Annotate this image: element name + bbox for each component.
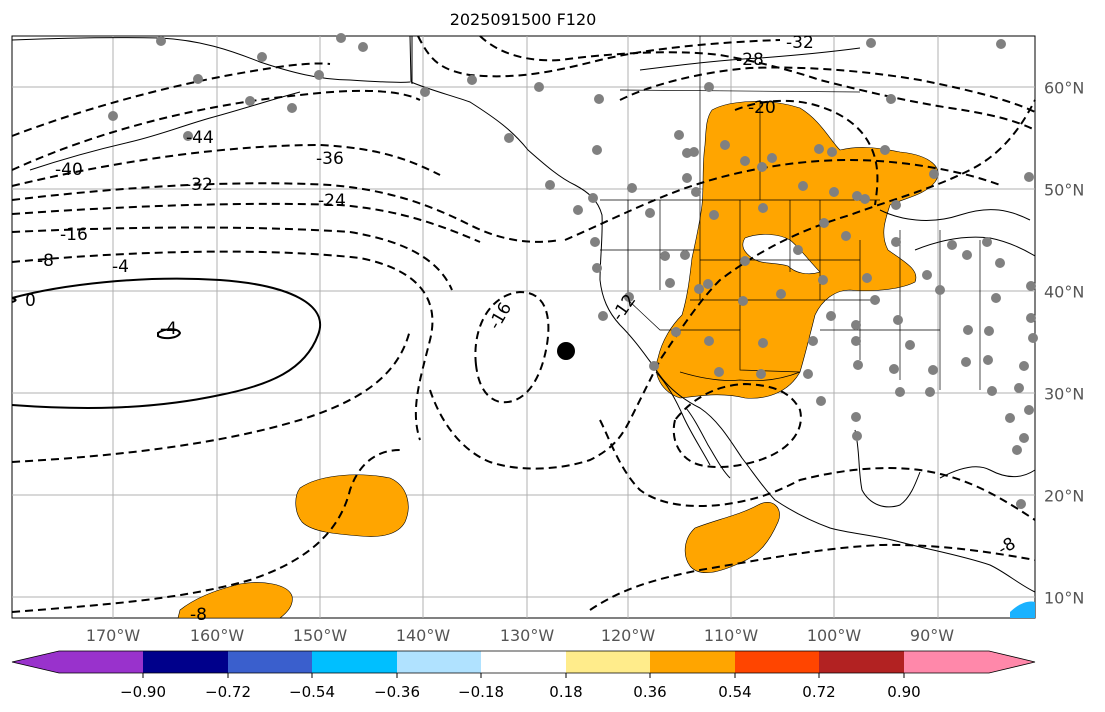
longitude-label: 140°W	[395, 626, 451, 645]
longitude-label: 170°W	[85, 626, 141, 645]
map-frame	[11, 35, 1036, 619]
colorbar-tick-label: −0.72	[205, 683, 251, 701]
colorbar-segment	[12, 651, 59, 673]
map-title: 2025091500 F120	[449, 10, 597, 29]
negative-anomaly-region	[1010, 601, 1035, 618]
longitude-label: 120°W	[600, 626, 656, 645]
zero-contour	[11, 277, 321, 409]
colorbar-tick-label: 0.18	[549, 683, 583, 701]
contour-label: -4	[112, 257, 129, 277]
longitude-label: 160°W	[189, 626, 245, 645]
contour-label: 0	[25, 291, 36, 311]
latitude-label: 50°N	[1044, 180, 1085, 200]
contour-label: -20	[748, 98, 776, 118]
station-markers	[108, 33, 1038, 509]
contour-label: -8	[37, 251, 54, 271]
longitude-label: 90°W	[909, 626, 955, 645]
colorbar-tick-label: −0.54	[289, 683, 335, 701]
contour-label: -44	[186, 128, 214, 148]
small-closed-contour	[157, 328, 182, 340]
colorbar-tick-label: 0.72	[802, 683, 836, 701]
longitude-label: 130°W	[499, 626, 555, 645]
latitude-label: 30°N	[1044, 384, 1085, 404]
dashed-contours	[11, 35, 1036, 613]
colorbar-tick-label: −0.18	[458, 683, 504, 701]
colorbar-segment	[650, 651, 735, 673]
latitude-label: 20°N	[1044, 486, 1085, 506]
contour-label: -32	[786, 33, 814, 53]
colorbar-tick-label: 0.54	[718, 683, 752, 701]
colorbar-tick-label: 0.36	[633, 683, 667, 701]
contour-label: -40	[55, 160, 83, 180]
contour-label: -4	[160, 319, 177, 339]
colorbar-tick-label: −0.36	[374, 683, 420, 701]
latitude-label: 40°N	[1044, 282, 1085, 302]
colorbar-tick-label: 0.90	[887, 683, 921, 701]
longitude-label: 150°W	[292, 626, 348, 645]
longitude-label: 110°W	[703, 626, 759, 645]
contour-label: -16	[60, 225, 88, 245]
forecast-point-marker	[557, 342, 575, 360]
colorbar-segment	[481, 651, 566, 673]
colorbar-segment	[566, 651, 651, 673]
colorbar-segment	[989, 651, 1035, 673]
colorbar-segment	[735, 651, 820, 673]
contour-label: -28	[736, 50, 764, 70]
colorbar-segment	[819, 651, 904, 673]
colorbar-tick-label: −0.90	[120, 683, 166, 701]
colorbar-segment	[143, 651, 228, 673]
colorbar-segment	[59, 651, 144, 673]
colorbar-segment	[904, 651, 989, 673]
colorbar-segment	[397, 651, 482, 673]
colorbar-segment	[228, 651, 313, 673]
contour-label: -8	[190, 605, 207, 625]
contour-label: -32	[185, 175, 213, 195]
longitude-label: 100°W	[806, 626, 862, 645]
colorbar	[11, 650, 1036, 678]
latitude-label: 10°N	[1044, 588, 1085, 608]
contour-label: -24	[318, 191, 346, 211]
latitude-label: 60°N	[1044, 78, 1085, 98]
colorbar-segment	[312, 651, 397, 673]
contour-label: -36	[316, 149, 344, 169]
